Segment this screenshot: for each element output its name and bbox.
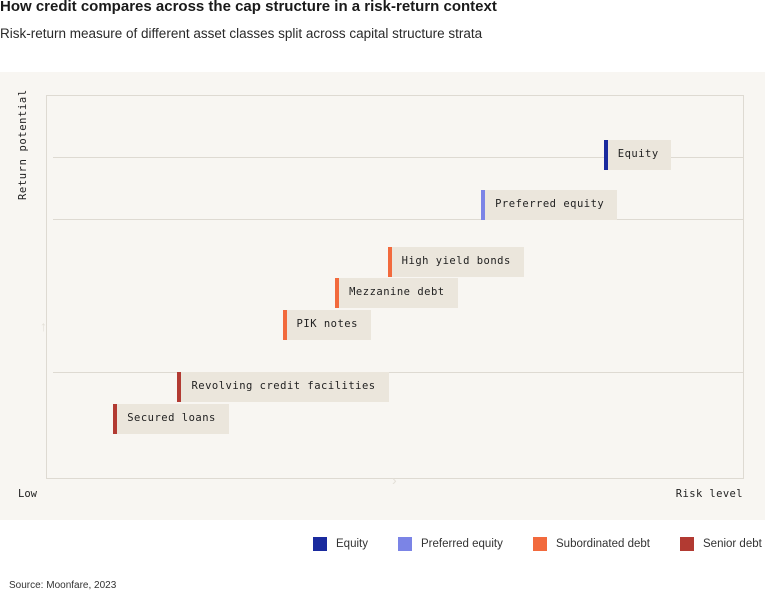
data-point-secured-loans: Secured loans <box>113 403 230 434</box>
legend-label: Senior debt <box>703 538 762 550</box>
point-label-box <box>282 309 371 340</box>
legend-label: Preferred equity <box>421 538 503 550</box>
point-label: High yield bonds <box>401 254 511 267</box>
x-axis-high-label: Risk level <box>675 488 743 500</box>
data-point-equity: Equity <box>603 140 671 171</box>
point-marker <box>177 372 182 403</box>
point-label-box <box>177 372 390 403</box>
equity-band-divider <box>53 157 743 158</box>
legend-label: Equity <box>336 538 368 550</box>
point-marker <box>113 403 118 434</box>
x-axis-arrow-icon: › <box>392 472 397 488</box>
legend-label: Subordinated debt <box>556 538 650 550</box>
point-label-box <box>603 140 671 171</box>
chart-legend: Equity Preferred equity Subordinated deb… <box>0 537 765 557</box>
legend-item-preferred-equity: Preferred equity <box>398 537 503 551</box>
point-marker <box>481 190 486 221</box>
point-marker <box>335 278 340 309</box>
point-label: PIK notes <box>296 317 358 330</box>
legend-item-senior-debt: Senior debt <box>680 537 762 551</box>
point-label-box <box>387 246 524 277</box>
legend-swatch-preferred-equity <box>398 537 412 551</box>
point-label: Mezzanine debt <box>349 286 445 299</box>
point-marker <box>282 309 287 340</box>
source-note: Source: Moonfare, 2023 <box>9 580 117 591</box>
preferred-band-divider <box>53 219 743 220</box>
chart-subtitle: Risk-return measure of different asset c… <box>0 26 483 41</box>
y-axis-label: Return potential <box>17 89 29 200</box>
legend-item-subordinated-debt: Subordinated debt <box>533 537 650 551</box>
legend-swatch-equity <box>313 537 327 551</box>
plot-area <box>46 95 744 479</box>
chart-title: How credit compares across the cap struc… <box>0 0 497 15</box>
point-label-box <box>335 278 459 309</box>
subordinated-band-divider <box>53 372 743 373</box>
point-label: Preferred equity <box>495 198 605 211</box>
point-label: Revolving credit facilities <box>191 380 376 393</box>
legend-swatch-subordinated-debt <box>533 537 547 551</box>
point-label: Secured loans <box>127 411 216 424</box>
point-label-box <box>481 190 618 221</box>
point-marker <box>603 140 608 171</box>
x-axis-low-label: Low <box>18 488 37 500</box>
data-point-revolving-credit-facilities: Revolving credit facilities <box>177 372 390 403</box>
legend-swatch-senior-debt <box>680 537 694 551</box>
data-point-preferred-equity: Preferred equity <box>481 190 618 221</box>
legend-item-equity: Equity <box>313 537 368 551</box>
point-label-box <box>113 403 230 434</box>
y-axis-arrow-icon: ↑ <box>40 318 47 334</box>
data-point-pik-notes: PIK notes <box>282 309 371 340</box>
point-label: Equity <box>617 148 659 161</box>
point-marker <box>387 246 392 277</box>
data-point-high-yield-bonds: High yield bonds <box>387 246 524 277</box>
data-point-mezzanine-debt: Mezzanine debt <box>335 278 459 309</box>
